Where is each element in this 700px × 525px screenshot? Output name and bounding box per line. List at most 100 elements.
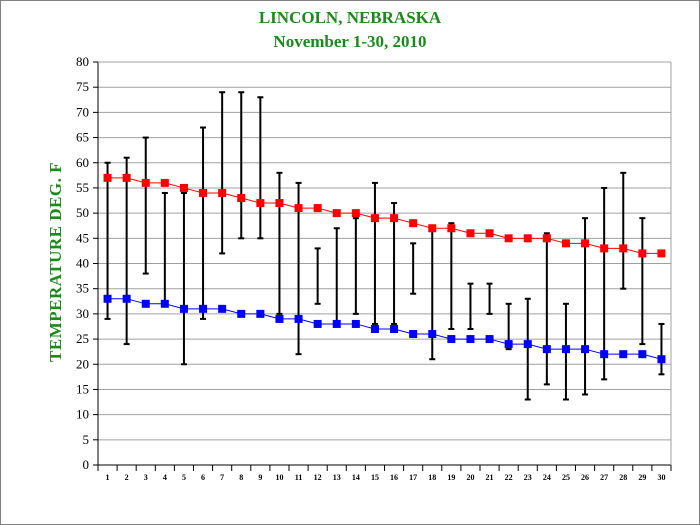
series-2-point <box>619 350 628 359</box>
series-1-point <box>103 173 112 182</box>
series-1-point <box>409 219 418 228</box>
x-tick-label: 18 <box>428 473 436 482</box>
series-1-point <box>256 199 265 208</box>
series-2-point <box>581 345 590 354</box>
series-2-point <box>313 319 322 328</box>
series-2-point <box>122 294 131 303</box>
series-1-point <box>657 249 666 258</box>
series-2-point <box>370 324 379 333</box>
x-tick-label: 24 <box>543 473 551 482</box>
daily-range-bars <box>104 91 665 401</box>
y-tick-label: 40 <box>76 256 89 271</box>
series-1-point <box>351 209 360 218</box>
x-tick-label: 28 <box>619 473 627 482</box>
y-tick-label: 0 <box>83 457 90 472</box>
series-1-point <box>160 178 169 187</box>
y-tick-label: 30 <box>76 306 89 321</box>
x-tick-label: 23 <box>524 473 532 482</box>
y-tick-label: 45 <box>76 230 89 245</box>
x-tick-label: 13 <box>333 473 341 482</box>
x-tick-label: 27 <box>600 473 608 482</box>
series-2-point <box>351 319 360 328</box>
series-1-point <box>275 199 284 208</box>
series-2-point <box>600 350 609 359</box>
series-1-point <box>237 194 246 203</box>
y-tick-label: 80 <box>76 54 89 69</box>
series-2-point <box>199 304 208 313</box>
series-1-point <box>600 244 609 253</box>
y-tick-label: 10 <box>76 407 89 422</box>
y-tick-label: 35 <box>76 281 89 296</box>
x-tick-label: 15 <box>371 473 379 482</box>
x-tick-label: 4 <box>163 473 167 482</box>
x-tick-label: 6 <box>201 473 205 482</box>
series-2-point <box>332 319 341 328</box>
y-tick-label: 5 <box>83 432 90 447</box>
x-tick-label: 1 <box>106 473 110 482</box>
series-1-point <box>542 234 551 243</box>
series-1-point <box>141 178 150 187</box>
series-2-point <box>390 324 399 333</box>
x-tick-label: 3 <box>144 473 148 482</box>
series-2-point <box>103 294 112 303</box>
series-1-point <box>523 234 532 243</box>
y-tick-label: 25 <box>76 331 89 346</box>
series-2-point <box>256 309 265 318</box>
x-tick-label: 19 <box>447 473 455 482</box>
y-tick-label: 65 <box>76 130 89 145</box>
series-2-point <box>638 350 647 359</box>
chart-subtitle: November 1-30, 2010 <box>273 32 427 51</box>
series-2-point <box>218 304 227 313</box>
series-1-point <box>447 224 456 233</box>
x-tick-label: 14 <box>352 473 360 482</box>
y-tick-label: 50 <box>76 205 89 220</box>
series-1-point <box>122 173 131 182</box>
series-1-point <box>428 224 437 233</box>
x-tick-label: 16 <box>390 473 398 482</box>
series-2-point <box>561 345 570 354</box>
series-2-point <box>294 314 303 323</box>
series-1-point <box>638 249 647 258</box>
x-tick-label: 20 <box>466 473 474 482</box>
x-tick-label: 5 <box>182 473 186 482</box>
x-tick-label: 10 <box>275 473 283 482</box>
series-1-point <box>504 234 513 243</box>
x-tick-label: 11 <box>295 473 303 482</box>
series-1-point <box>390 214 399 223</box>
series-2-point <box>447 335 456 344</box>
series-lines <box>103 173 666 364</box>
x-tick-label: 29 <box>638 473 646 482</box>
series-1-point <box>581 239 590 248</box>
axes <box>97 61 672 471</box>
series-1-point <box>294 204 303 213</box>
series-1-point <box>466 229 475 238</box>
y-tick-label: 60 <box>76 155 89 170</box>
series-2-point <box>179 304 188 313</box>
y-tick-label: 20 <box>76 356 89 371</box>
y-tick-label: 75 <box>76 79 89 94</box>
x-tick-label: 25 <box>562 473 570 482</box>
x-tick-labels: 1 2 3 4 5 6 7 8 9 10 11 12 13 14 15 16 17 18 19 20 21 22 23 24 2… <box>106 473 666 482</box>
series-1-point <box>332 209 341 218</box>
series-2-point <box>275 314 284 323</box>
x-tick-label: 21 <box>486 473 494 482</box>
x-tick-label: 7 <box>220 473 224 482</box>
x-tick-label: 30 <box>657 473 665 482</box>
y-tick-label: 15 <box>76 381 89 396</box>
series-1-point <box>485 229 494 238</box>
series-1-point <box>561 239 570 248</box>
series-1-point <box>179 183 188 192</box>
series-2-point <box>485 335 494 344</box>
series-2-point <box>160 299 169 308</box>
gridlines <box>93 61 671 466</box>
x-tick-label: 2 <box>125 473 129 482</box>
series-2-point <box>428 330 437 339</box>
x-tick-label: 12 <box>314 473 322 482</box>
series-2-point <box>542 345 551 354</box>
series-2-point <box>466 335 475 344</box>
chart-title: LINCOLN, NEBRASKA <box>258 8 442 27</box>
x-tick-label: 9 <box>258 473 262 482</box>
y-tick-label: 70 <box>76 104 89 119</box>
series-1-point <box>218 188 227 197</box>
